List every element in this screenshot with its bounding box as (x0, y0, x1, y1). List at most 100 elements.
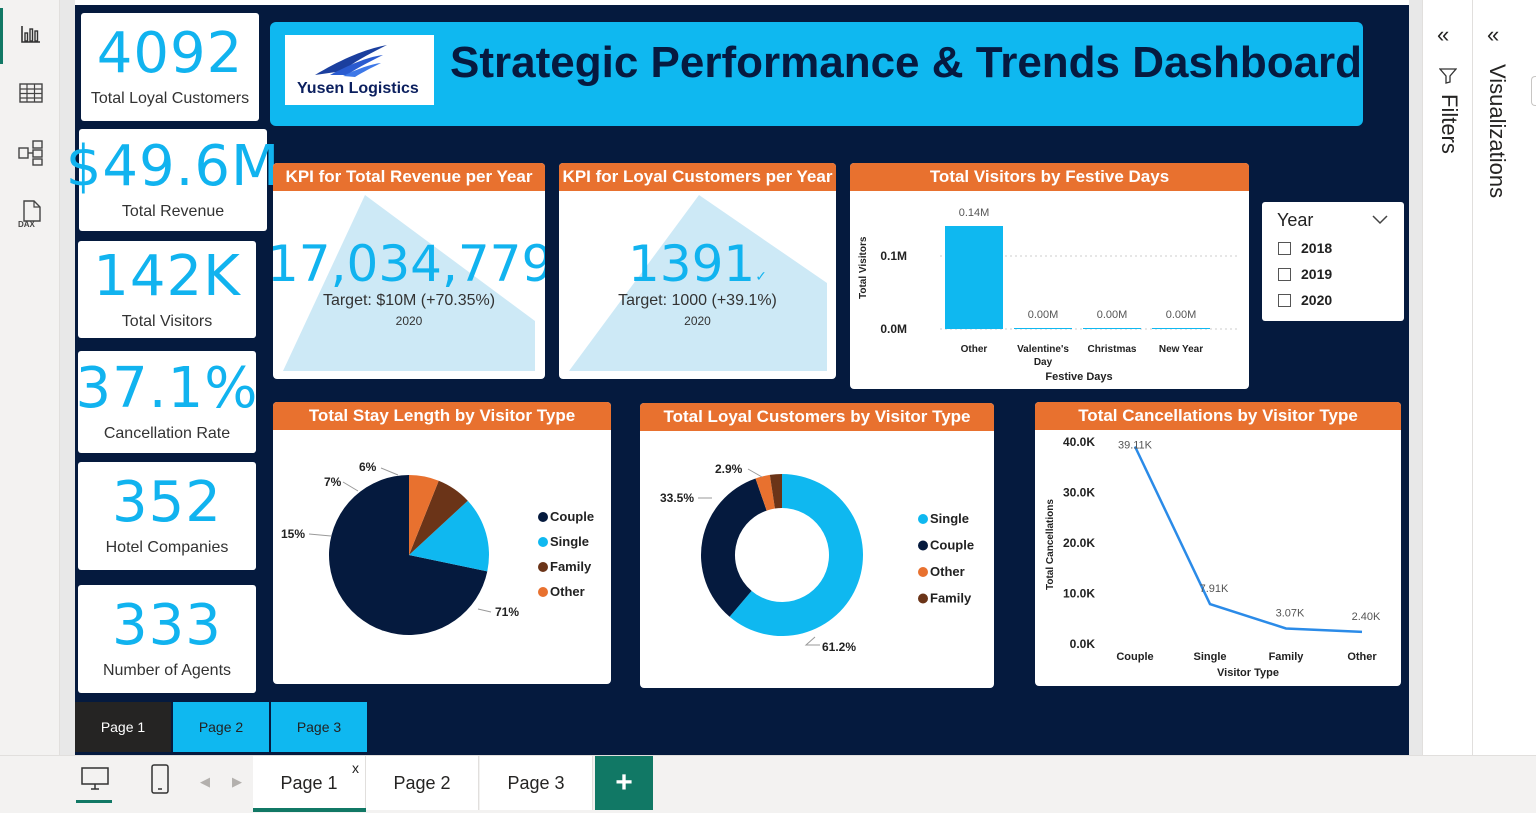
filters-pane[interactable]: « Filters (1422, 0, 1472, 755)
legend-item[interactable]: Other (550, 584, 585, 599)
tab-page-1[interactable]: Page 1 x (253, 756, 366, 812)
visual-title: Total Loyal Customers by Visitor Type (640, 403, 994, 431)
bar[interactable] (1152, 328, 1210, 329)
kpi-value: 4092 (96, 21, 244, 86)
legend-item[interactable]: Single (550, 534, 589, 549)
legend-item[interactable]: Family (550, 559, 592, 574)
filter-icon (1439, 68, 1457, 84)
chevron-down-icon[interactable] (1372, 215, 1388, 225)
pie-slice[interactable] (701, 478, 767, 617)
kpi-value: $49.6M (65, 134, 281, 199)
legend-item[interactable]: Couple (930, 538, 974, 553)
legend-item[interactable]: Other (930, 564, 965, 579)
kpi-card-cancellation-rate[interactable]: 37.1% Cancellation Rate (75, 351, 259, 453)
add-page-button[interactable]: + (595, 756, 653, 810)
checkmark-icon: ✓ (755, 269, 767, 285)
kpi-card-number-of-agents[interactable]: 333 Number of Agents (78, 585, 256, 693)
x-tick-label: Family (1269, 651, 1305, 663)
x-axis-title: Visitor Type (1217, 667, 1279, 679)
report-page-button-3[interactable]: Page 3 (271, 702, 367, 752)
pie-slice[interactable] (409, 500, 489, 572)
legend-marker (538, 537, 548, 547)
pie-slice[interactable] (769, 474, 782, 509)
kpi-card-loyal-customers[interactable]: 4092 Total Loyal Customers (81, 13, 259, 121)
model-view-icon[interactable] (14, 136, 48, 170)
slice-label: 33.5% (660, 491, 694, 505)
mobile-view-icon[interactable] (150, 764, 170, 794)
legend-item[interactable]: Couple (550, 509, 594, 524)
scroll-right-icon[interactable]: ▶ (232, 774, 242, 789)
series-line[interactable] (1133, 445, 1363, 634)
kpi-card-total-visitors[interactable]: 142K Total Visitors (78, 241, 256, 338)
filters-pane-label[interactable]: Filters (1437, 94, 1462, 154)
kpi-trend-area (283, 195, 535, 371)
bar-data-label: 0.00M (1097, 309, 1128, 321)
kpi-year: 2020 (684, 314, 711, 328)
x-tick-label: Christmas (1088, 344, 1137, 355)
kpi-loyal-number: 1391 (628, 235, 756, 293)
report-page-button-2[interactable]: Page 2 (173, 702, 269, 752)
slice-label: 7% (324, 475, 342, 489)
tab-label: Page 3 (507, 772, 565, 793)
pie-slice[interactable] (409, 480, 468, 555)
view-rail: DAX (0, 0, 60, 755)
x-tick-label-line: Valentine's (1017, 344, 1069, 355)
legend-marker (918, 593, 928, 604)
bar[interactable] (1014, 328, 1072, 329)
table-view-icon[interactable] (14, 76, 48, 110)
dax-query-icon[interactable]: DAX (14, 197, 48, 231)
visual-title: Total Stay Length by Visitor Type (273, 402, 611, 430)
bar-data-label: 0.14M (959, 207, 990, 219)
checkbox[interactable] (1278, 293, 1291, 307)
collapse-filters-icon[interactable]: « (1437, 22, 1450, 47)
svg-text:Yusen Logistics: Yusen Logistics (297, 80, 419, 97)
pie-slice[interactable] (755, 474, 775, 511)
year-slicer[interactable]: Year 2018 2019 2020 (1262, 202, 1404, 321)
kpi-value: 37.1% (75, 356, 259, 421)
legend-item[interactable]: Single (930, 511, 969, 526)
kpi-label: Total Loyal Customers (90, 90, 250, 107)
pie-slice[interactable] (329, 475, 488, 635)
y-tick-label: 20.0K (1063, 536, 1095, 550)
visualizations-pane-label[interactable]: Visualizations (1485, 64, 1510, 199)
pie-slice[interactable] (409, 475, 439, 555)
tab-page-3[interactable]: Page 3 (480, 756, 593, 810)
y-axis-title: Total Visitors (858, 236, 869, 299)
loyal-customers-visual[interactable]: Total Loyal Customers by Visitor Type 61… (640, 403, 994, 688)
bar[interactable] (1083, 328, 1141, 329)
slicer-option-2020[interactable]: 2020 (1278, 292, 1332, 308)
visual-title: Total Visitors by Festive Days (850, 163, 1249, 191)
scroll-left-icon[interactable]: ◀ (200, 774, 210, 789)
slicer-option-2018[interactable]: 2018 (1278, 240, 1332, 256)
kpi-label: Total Visitors (121, 312, 213, 330)
collapse-visualizations-icon[interactable]: « (1487, 22, 1500, 47)
x-tick-label: Other (1347, 651, 1377, 663)
desktop-view-icon[interactable] (80, 766, 110, 792)
close-tab-icon[interactable]: x (352, 760, 359, 776)
legend-item[interactable]: Family (930, 591, 972, 606)
kpi-loyal-visual[interactable]: KPI for Loyal Customers per Year 1391✓ T… (559, 163, 836, 379)
bar-data-label: 0.00M (1028, 309, 1059, 321)
cancellations-visual[interactable]: Total Cancellations by Visitor Type Tota… (1035, 402, 1401, 686)
report-page-button-1[interactable]: Page 1 (75, 702, 171, 752)
checkbox[interactable] (1278, 241, 1291, 255)
slicer-option-2019[interactable]: 2019 (1278, 266, 1332, 282)
tab-page-2[interactable]: Page 2 (366, 756, 479, 810)
kpi-card-hotel-companies[interactable]: 352 Hotel Companies (78, 462, 256, 570)
slice-label: 6% (359, 460, 377, 474)
pie-slice[interactable] (729, 474, 863, 636)
kpi-card-total-revenue[interactable]: $49.6M Total Revenue (66, 129, 279, 231)
pane-handle[interactable] (1531, 76, 1536, 106)
kpi-label: Cancellation Rate (103, 425, 231, 442)
y-tick-label: 40.0K (1063, 435, 1095, 449)
visualizations-pane[interactable]: « Visualizations (1472, 0, 1536, 755)
loyal-donut-chart: 61.2% 33.5% 2.9% Single Couple Other Family (660, 462, 974, 654)
point-data-label: 7.91K (1200, 583, 1229, 595)
festive-days-visual[interactable]: Total Visitors by Festive Days Total Vis… (850, 163, 1249, 389)
stay-length-visual[interactable]: Total Stay Length by Visitor Type 71% 15… (273, 402, 611, 684)
kpi-revenue-visual[interactable]: KPI for Total Revenue per Year 17,034,77… (273, 163, 545, 379)
bar[interactable] (945, 226, 1003, 329)
report-view-icon[interactable] (14, 17, 48, 51)
checkbox[interactable] (1278, 267, 1291, 281)
y-axis-title: Total Cancellations (1045, 499, 1056, 590)
